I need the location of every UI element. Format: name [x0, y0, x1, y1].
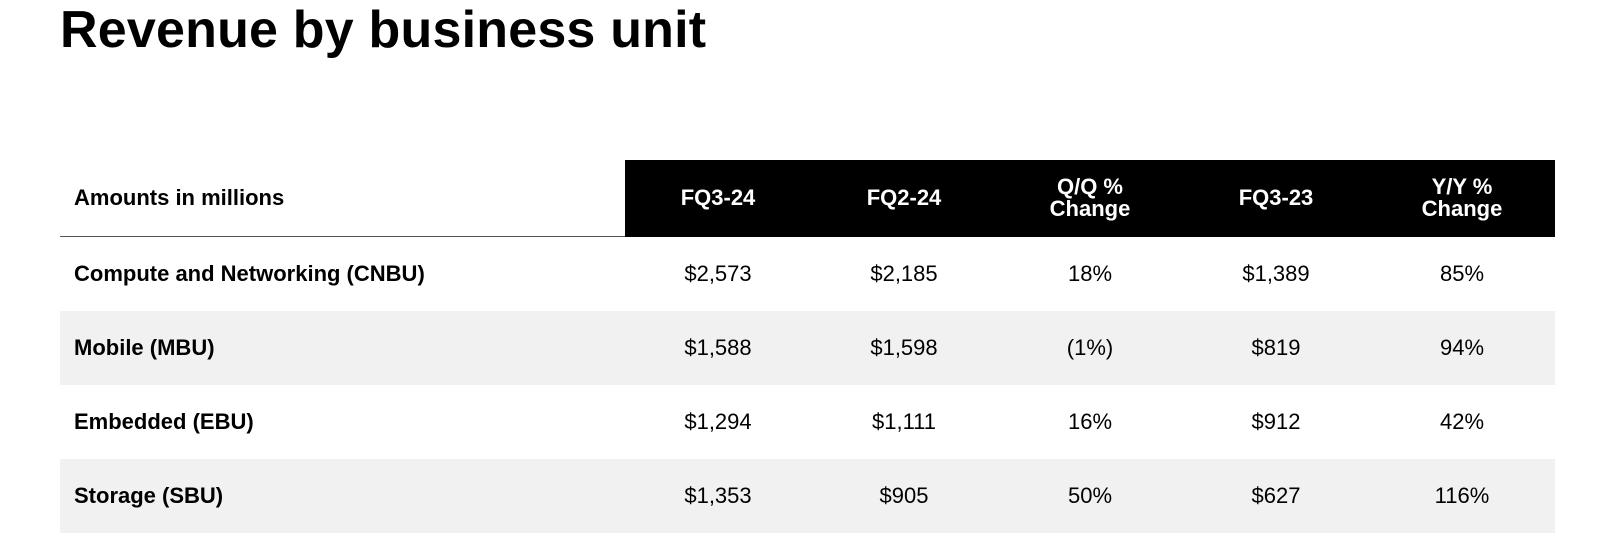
row-label: Mobile (MBU): [60, 311, 625, 385]
table-cell: 85%: [1439, 260, 1485, 286]
revenue-table: Amounts in millions FQ3-24 FQ2-24 Q/Q % …: [60, 160, 1555, 533]
table-cell: $819: [1183, 311, 1369, 385]
table-cell: 116%: [1369, 459, 1555, 533]
table-cell: 42%: [1439, 409, 1485, 434]
table-cell: $1,389: [1242, 260, 1310, 286]
row-label: Storage (SBU): [60, 459, 625, 533]
table-row: Storage (SBU) $1,353 $905 50% $627 116%: [60, 459, 1555, 533]
table-cell: $1,588: [625, 311, 811, 385]
page-title: Revenue by business unit: [60, 1, 707, 59]
table-row: Embedded (EBU) $1,294 $1,111 16% $912 42…: [60, 385, 1555, 459]
table-cell: 16%: [1067, 409, 1113, 434]
table-cell: $912: [1251, 409, 1301, 434]
column-header-qq-change: Q/Q % Change: [997, 160, 1183, 237]
column-header-fq3-23: FQ3-23: [1183, 160, 1369, 237]
table-cell: $627: [1183, 459, 1369, 533]
column-header-fq2-24: FQ2-24: [811, 160, 997, 237]
table-cell: $905: [811, 459, 997, 533]
table-cell: $1,111: [871, 409, 937, 434]
table-header-row: Amounts in millions FQ3-24 FQ2-24 Q/Q % …: [60, 160, 1555, 237]
table-cell: $1,598: [811, 311, 997, 385]
amounts-label-header: Amounts in millions: [60, 160, 625, 237]
table-cell: (1%): [997, 311, 1183, 385]
row-label: Embedded (EBU): [74, 409, 254, 434]
column-header-fq3-24: FQ3-24: [625, 160, 811, 237]
table-cell: $1,294: [684, 409, 752, 434]
table-row: Mobile (MBU) $1,588 $1,598 (1%) $819 94%: [60, 311, 1555, 385]
table-row: Compute and Networking (CNBU) $2,573 $2,…: [60, 237, 1555, 312]
row-label: Compute and Networking (CNBU): [74, 261, 425, 286]
column-header-yy-change: Y/Y % Change: [1369, 160, 1555, 237]
table-cell: 94%: [1369, 311, 1555, 385]
table-cell: $1,353: [625, 459, 811, 533]
table-cell: $2,573: [684, 260, 752, 286]
table-cell: $2,185: [870, 260, 938, 286]
table-cell: 18%: [1067, 260, 1113, 286]
table-cell: 50%: [997, 459, 1183, 533]
